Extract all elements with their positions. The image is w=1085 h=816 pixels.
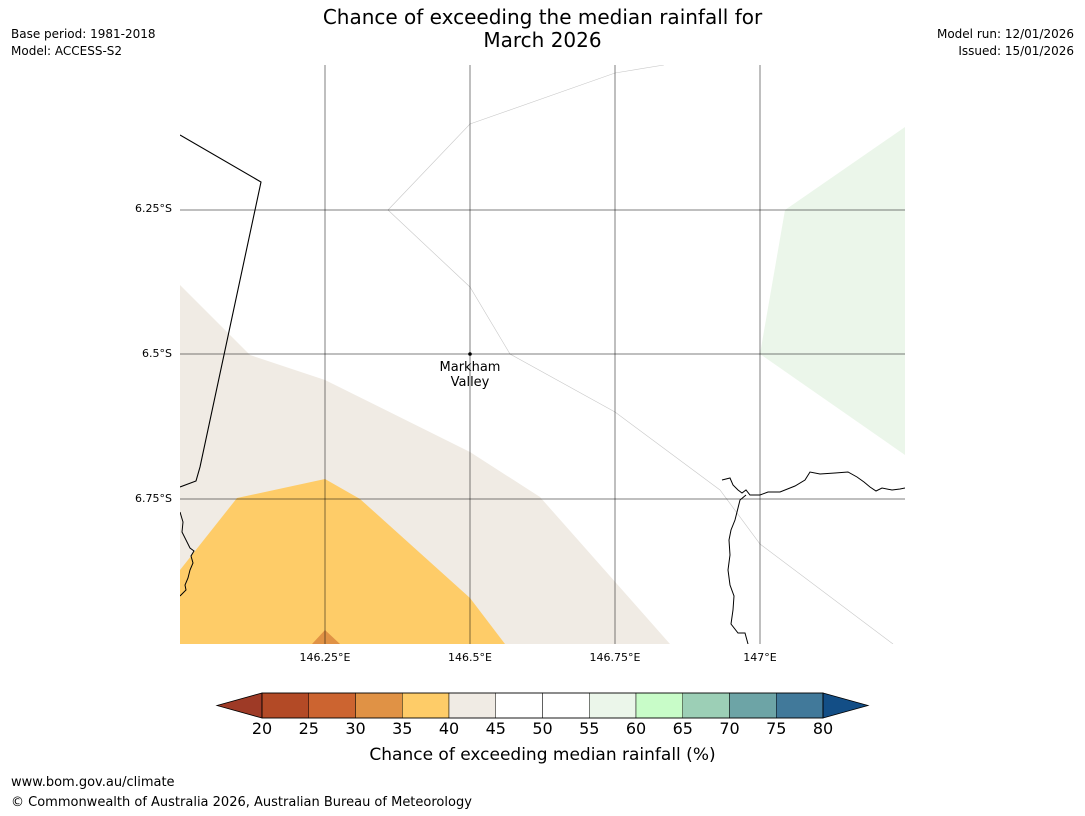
- colorbar-segment-25-30: [308, 692, 356, 719]
- colorbar-under-arrow: [215, 692, 263, 719]
- zone-55-60: [760, 127, 905, 455]
- footer-url[interactable]: www.bom.gov.au/climate: [11, 775, 175, 790]
- place-name-line-2: Valley: [450, 375, 490, 390]
- lat-label-6-5: 6.5°S: [142, 347, 172, 360]
- colorbar-segment-35-40: [402, 692, 450, 719]
- colorbar-over-arrow: [822, 692, 870, 719]
- model-text: Model: ACCESS-S2: [11, 44, 123, 58]
- lon-label-146-5: 146.5°E: [448, 651, 492, 664]
- colorbar-segment-65-70: [682, 692, 730, 719]
- lon-label-146-25: 146.25°E: [299, 651, 351, 664]
- colorbar-segment-70-75: [729, 692, 777, 719]
- place-label: Markham Valley: [410, 360, 530, 390]
- coastline: [727, 494, 749, 644]
- colorbar-label: Chance of exceeding median rainfall (%): [369, 745, 716, 765]
- page-title: Chance of exceeding the median rainfall …: [0, 6, 1085, 52]
- colorbar-tick-40: 40: [438, 719, 460, 738]
- place-name-line-1: Markham: [439, 360, 501, 375]
- location-marker: [468, 352, 472, 356]
- colorbar-segment-60-65: [635, 692, 683, 719]
- lon-label-146-75: 146.75°E: [589, 651, 641, 664]
- colorbar-tick-75: 75: [766, 719, 787, 738]
- colorbar-segment-30-35: [355, 692, 403, 719]
- colorbar-tick-55: 55: [579, 719, 600, 738]
- colorbar-segment-45-50: [495, 692, 543, 719]
- colorbar-tick-30: 30: [345, 719, 366, 738]
- lat-label-6-25: 6.25°S: [135, 202, 172, 215]
- title-line-1: Chance of exceeding the median rainfall …: [322, 5, 763, 29]
- colorbar-tick-50: 50: [532, 719, 553, 738]
- colorbar-segment-55-60: [589, 692, 637, 719]
- colorbar-frame: [261, 692, 824, 719]
- colorbar-segment-20-25: [261, 692, 309, 719]
- region-boundary: [387, 65, 665, 211]
- colorbar-segment-75-80: [776, 692, 824, 719]
- colorbar-tick-35: 35: [392, 719, 413, 738]
- issued-text: Issued: 15/01/2026: [958, 44, 1074, 58]
- title-line-2: March 2026: [483, 28, 602, 52]
- footer-copyright: © Commonwealth of Australia 2026, Austra…: [11, 795, 472, 810]
- lon-label-147: 147°E: [743, 651, 777, 664]
- zone-35-40: [180, 479, 505, 644]
- lat-label-6-75: 6.75°S: [135, 492, 172, 505]
- colorbar-tick-60: 60: [625, 719, 647, 738]
- colorbar-segment-40-45: [448, 692, 496, 719]
- colorbar-segment-50-55: [542, 692, 590, 719]
- colorbar-tick-45: 45: [485, 719, 506, 738]
- colorbar-tick-20: 20: [251, 719, 273, 738]
- colorbar-tick-80: 80: [812, 719, 834, 738]
- coastline: [180, 511, 195, 597]
- coastline: [721, 471, 905, 496]
- model-run-text: Model run: 12/01/2026: [936, 27, 1074, 41]
- border-line: [180, 134, 262, 488]
- colorbar-tick-70: 70: [719, 719, 740, 738]
- colorbar-tick-25: 25: [298, 719, 319, 738]
- zone-30-35: [312, 630, 340, 644]
- colorbar-tick-65: 65: [672, 719, 693, 738]
- base-period-text: Base period: 1981-2018: [11, 27, 156, 41]
